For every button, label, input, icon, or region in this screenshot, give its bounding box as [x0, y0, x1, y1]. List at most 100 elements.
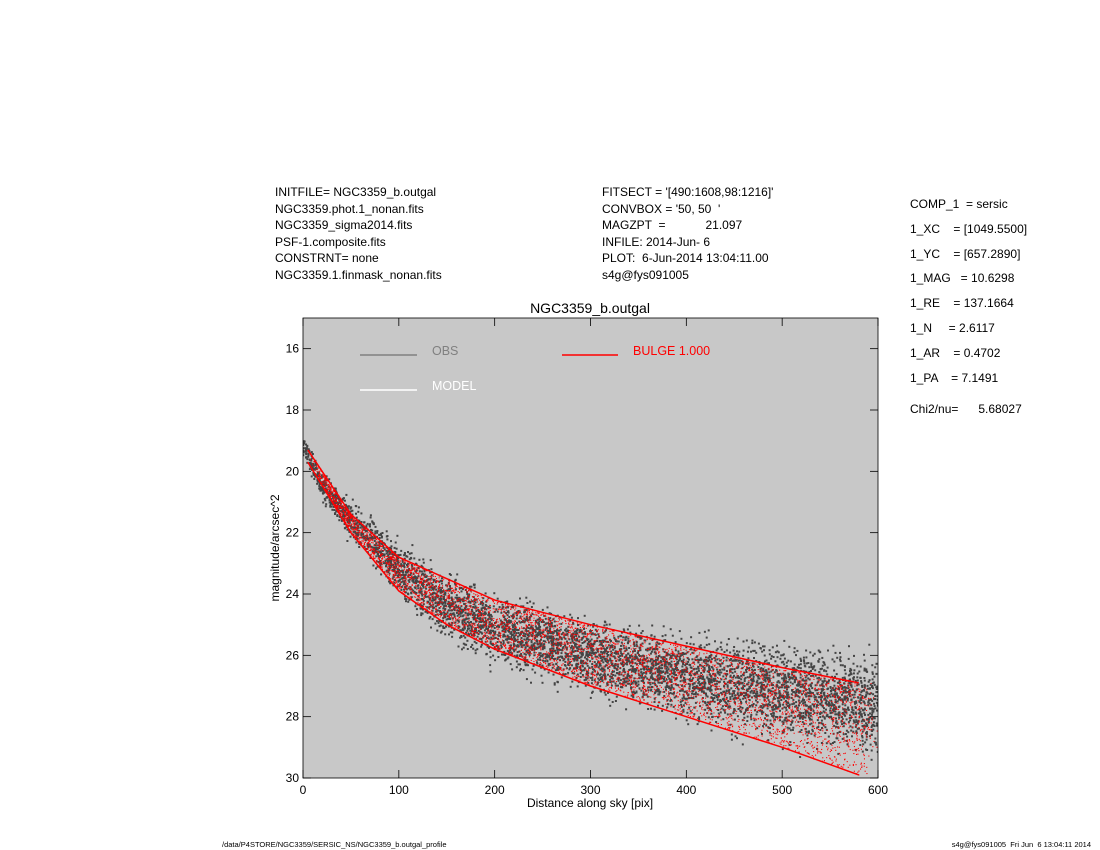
- obs-point: [688, 687, 691, 690]
- obs-point: [850, 685, 853, 688]
- obs-point: [818, 696, 821, 699]
- obs-point: [661, 709, 664, 712]
- obs-point: [598, 679, 601, 682]
- obs-point: [484, 592, 487, 595]
- obs-point: [823, 669, 826, 672]
- obs-point: [375, 551, 378, 553]
- obs-point: [708, 681, 710, 684]
- obs-point: [850, 673, 853, 676]
- obs-point: [604, 630, 607, 633]
- obs-point: [710, 696, 713, 699]
- obs-point: [703, 630, 706, 633]
- obs-point: [338, 515, 341, 518]
- obs-point: [440, 630, 443, 633]
- obs-point: [550, 650, 553, 653]
- obs-point: [604, 674, 607, 677]
- obs-point: [769, 722, 772, 725]
- obs-point: [541, 655, 544, 658]
- obs-point: [653, 697, 656, 700]
- obs-point: [530, 644, 533, 647]
- obs-point: [731, 668, 734, 671]
- obs-point: [469, 601, 472, 604]
- obs-point: [549, 622, 551, 625]
- obs-point: [706, 663, 709, 666]
- obs-point: [469, 585, 471, 588]
- obs-point: [712, 698, 715, 701]
- obs-point: [831, 703, 834, 706]
- obs-point: [850, 729, 853, 732]
- obs-point: [525, 650, 528, 653]
- obs-point: [759, 668, 762, 670]
- obs-point: [506, 637, 509, 640]
- obs-point: [481, 632, 484, 635]
- obs-point: [434, 581, 437, 584]
- obs-point: [786, 697, 789, 700]
- obs-point: [770, 657, 773, 660]
- obs-point: [650, 662, 653, 665]
- obs-point: [418, 570, 421, 573]
- obs-point: [539, 635, 542, 638]
- obs-point: [405, 584, 408, 587]
- obs-point: [516, 655, 518, 658]
- obs-point: [672, 672, 675, 675]
- obs-point: [580, 653, 583, 656]
- obs-point: [371, 529, 374, 532]
- obs-point: [708, 658, 711, 661]
- obs-point: [668, 653, 671, 656]
- obs-point: [416, 576, 419, 579]
- obs-point: [547, 663, 550, 666]
- obs-point: [837, 706, 840, 709]
- obs-point: [865, 738, 868, 741]
- obs-point: [737, 708, 740, 710]
- obs-point: [468, 621, 471, 624]
- obs-point: [422, 558, 425, 561]
- obs-point: [305, 448, 308, 451]
- obs-point: [741, 681, 744, 684]
- obs-point: [846, 735, 849, 738]
- obs-point: [751, 668, 754, 671]
- obs-point: [782, 731, 785, 734]
- obs-point: [585, 654, 588, 657]
- obs-point: [841, 693, 843, 696]
- obs-point: [380, 534, 383, 537]
- obs-point: [821, 715, 824, 718]
- obs-point: [373, 546, 376, 549]
- obs-point: [551, 640, 554, 643]
- obs-point: [859, 676, 862, 679]
- obs-point: [410, 552, 413, 555]
- obs-point: [603, 669, 606, 672]
- obs-point: [612, 674, 615, 676]
- obs-point: [474, 601, 477, 604]
- obs-point: [618, 648, 621, 651]
- obs-point: [414, 592, 417, 594]
- obs-point: [643, 655, 646, 658]
- obs-point: [821, 689, 824, 692]
- obs-point: [709, 689, 712, 692]
- obs-point: [341, 506, 344, 509]
- obs-point: [715, 721, 718, 723]
- obs-point: [793, 663, 796, 666]
- obs-point: [447, 600, 450, 603]
- obs-point: [839, 684, 842, 687]
- obs-point: [442, 607, 445, 610]
- obs-point: [393, 581, 396, 584]
- obs-point: [338, 501, 341, 504]
- obs-point: [768, 674, 771, 677]
- obs-point: [550, 632, 553, 635]
- obs-point: [763, 684, 765, 686]
- obs-point: [720, 641, 723, 644]
- obs-point: [815, 705, 818, 708]
- obs-point: [713, 678, 716, 681]
- obs-point: [636, 652, 639, 655]
- obs-point: [374, 537, 376, 540]
- obs-point: [798, 684, 801, 687]
- obs-point: [478, 620, 481, 623]
- obs-point: [520, 643, 523, 646]
- obs-point: [502, 643, 505, 646]
- obs-point: [508, 630, 510, 633]
- obs-point: [451, 603, 453, 605]
- obs-point: [710, 689, 713, 692]
- obs-point: [338, 505, 341, 507]
- obs-point: [729, 698, 732, 700]
- obs-point: [602, 631, 605, 634]
